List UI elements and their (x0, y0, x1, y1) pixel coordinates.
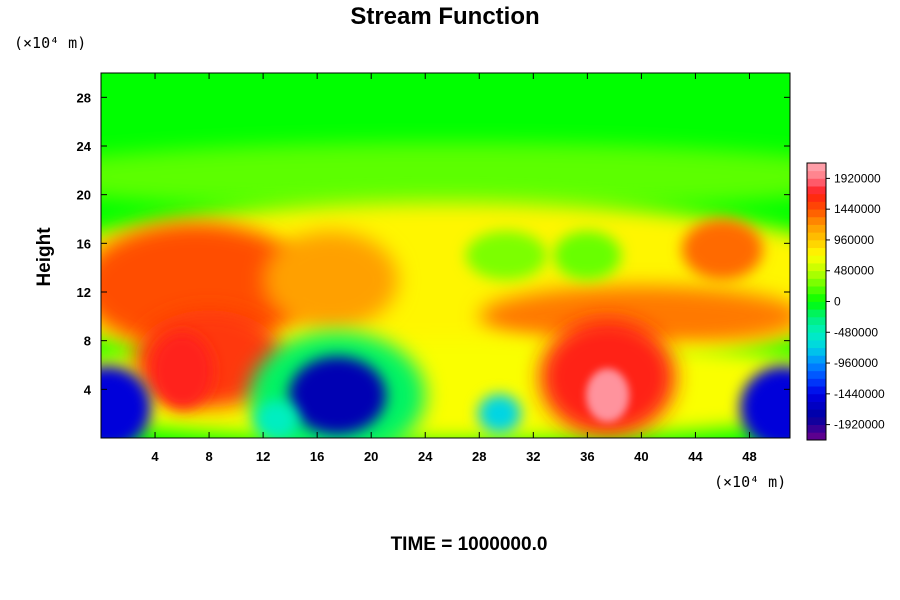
colorbar-step (807, 347, 826, 356)
y-tick-label: 8 (84, 334, 91, 349)
colorbar-tick-label: -1440000 (834, 387, 885, 401)
colorbar-tick-label: 960000 (834, 233, 874, 247)
x-tick-label: 48 (742, 449, 756, 464)
stream-function-field (101, 142, 790, 438)
field-feature (150, 332, 214, 411)
field-band (553, 231, 622, 280)
colorbar-gradient (807, 163, 826, 441)
colorbar-step (807, 370, 826, 379)
chart-title: Stream Function (350, 3, 539, 30)
field-feature (477, 394, 522, 434)
field-feature (288, 356, 387, 435)
colorbar-labels: 1920000 1440000 960000 480000 0 -480000 -96000… (826, 171, 885, 432)
colorbar-step (807, 170, 826, 179)
y-unit-label: (×10⁴ m) (14, 34, 86, 52)
field-feature (101, 366, 151, 438)
y-tick-label: 16 (77, 236, 91, 251)
x-tick-label: 8 (205, 449, 212, 464)
colorbar-step (807, 178, 826, 187)
colorbar-step (807, 270, 826, 279)
colorbar-step (807, 409, 826, 418)
field-band (479, 285, 790, 347)
colorbar-step (807, 355, 826, 364)
y-tick-label: 28 (77, 90, 91, 105)
colorbar-step (807, 339, 826, 349)
colorbar-step (807, 255, 826, 264)
colorbar-tick-label: 1920000 (834, 171, 881, 185)
x-tick-label: 16 (310, 449, 324, 464)
colorbar-step (807, 293, 826, 302)
colorbar-step (807, 163, 826, 172)
colorbar-tick-label: -960000 (834, 356, 878, 370)
colorbar-step (807, 224, 826, 233)
colorbar-step (807, 393, 826, 402)
field-band (263, 231, 399, 329)
y-axis-label: Height (34, 227, 55, 287)
x-tick-label: 28 (472, 449, 486, 464)
x-tick-label: 32 (526, 449, 540, 464)
colorbar-step (807, 216, 826, 225)
colorbar-step (807, 416, 826, 426)
x-tick-label: 12 (256, 449, 270, 464)
colorbar-tick-label: 480000 (834, 264, 874, 278)
colorbar-step (807, 201, 826, 210)
x-tick-label: 20 (364, 449, 378, 464)
x-tick-label: 24 (418, 449, 433, 464)
y-tick-label: 24 (77, 139, 92, 154)
colorbar-step (807, 386, 826, 395)
field-band (465, 231, 547, 280)
colorbar-tick-label: 1440000 (834, 202, 881, 216)
colorbar-step (807, 301, 826, 310)
colorbar-step (807, 209, 826, 218)
field-band (101, 142, 790, 211)
colorbar-step (807, 401, 826, 410)
x-tick-label: 36 (580, 449, 594, 464)
colorbar-step (807, 309, 826, 318)
field-band (681, 219, 763, 280)
y-tick-label: 4 (84, 382, 92, 397)
colorbar-step (807, 378, 826, 387)
y-axis: 4 8 12 16 20 24 28 (77, 90, 790, 397)
colorbar-step (807, 424, 826, 433)
colorbar-tick-label: -1920000 (834, 418, 885, 432)
x-tick-label: 4 (151, 449, 159, 464)
colorbar: 1920000 1440000 960000 480000 0 -480000 -96000… (806, 162, 885, 441)
colorbar-step (807, 232, 826, 241)
x-tick-label: 44 (688, 449, 703, 464)
plot-area (100, 72, 791, 439)
colorbar-tick-label: 0 (834, 295, 841, 309)
y-tick-label: 12 (77, 285, 91, 300)
x-tick-label: 40 (634, 449, 648, 464)
x-unit-label: (×10⁴ m) (714, 473, 786, 491)
field-feature (740, 366, 790, 438)
colorbar-step (807, 286, 826, 295)
colorbar-step (807, 278, 826, 287)
x-axis: 4 8 12 16 20 24 28 32 36 40 44 48 (151, 73, 757, 464)
colorbar-step (807, 247, 826, 256)
colorbar-step (807, 193, 826, 202)
colorbar-step (807, 432, 826, 441)
field-feature (255, 400, 299, 438)
y-tick-label: 20 (77, 188, 91, 203)
colorbar-step (807, 363, 826, 372)
time-label: TIME = 1000000.0 (391, 534, 548, 555)
field-band (101, 222, 311, 350)
plot-frame (100, 72, 791, 439)
colorbar-step (807, 324, 826, 333)
colorbar-step (807, 263, 826, 272)
colorbar-step (807, 316, 826, 325)
colorbar-tick-label: -480000 (834, 325, 878, 339)
colorbar-step (807, 186, 826, 195)
field-feature (586, 368, 630, 423)
colorbar-step (807, 239, 826, 249)
colorbar-step (807, 332, 826, 341)
